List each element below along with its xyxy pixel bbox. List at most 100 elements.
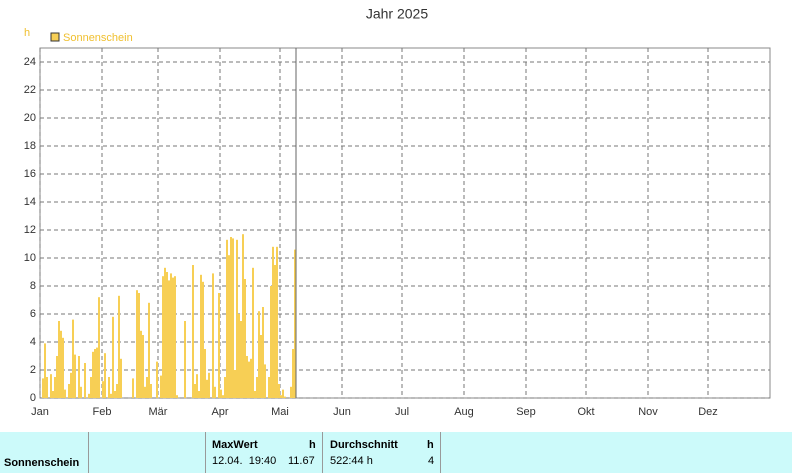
summary-table: Sonnenschein MaxWert h 12.04. 19:40 11.6…: [0, 432, 792, 473]
x-tick-label: Jun: [333, 406, 351, 418]
cell: 522:44 h: [330, 455, 373, 467]
bar: [60, 330, 62, 398]
bar: [278, 384, 280, 398]
x-tick-label: Okt: [577, 406, 594, 418]
bar: [282, 389, 284, 398]
bar: [292, 349, 294, 398]
y-tick-label: 6: [30, 308, 36, 320]
legend-label: Sonnenschein: [63, 32, 133, 44]
y-tick-label: 0: [30, 392, 36, 404]
bar: [138, 293, 140, 398]
header: Durchschnitt: [330, 439, 398, 451]
legend-swatch: [50, 32, 60, 42]
bar: [118, 295, 120, 398]
separator: [88, 432, 89, 473]
y-axis-label: h: [24, 27, 30, 39]
row-label: Sonnenschein: [4, 457, 80, 469]
bar: [132, 378, 134, 398]
bar: [260, 335, 262, 398]
bar: [144, 386, 146, 398]
bar: [228, 255, 230, 398]
bar: [214, 386, 216, 398]
separator: [440, 432, 441, 473]
bar: [220, 389, 222, 398]
separator: [205, 432, 206, 473]
bar: [156, 361, 158, 398]
bar: [262, 307, 264, 398]
bar: [162, 276, 164, 398]
bar: [72, 319, 74, 398]
bar: [146, 377, 148, 398]
x-tick-label: Jul: [395, 406, 409, 418]
cell: 11.67: [288, 455, 315, 467]
y-tick-label: 24: [24, 56, 36, 68]
bar: [44, 343, 46, 398]
x-tick-label: Dez: [698, 406, 718, 418]
bar: [52, 391, 54, 398]
bar: [224, 377, 226, 398]
unit: h: [427, 439, 434, 451]
bar: [248, 361, 250, 398]
y-tick-label: 20: [24, 112, 36, 124]
y-tick-label: 12: [24, 224, 36, 236]
bar: [256, 377, 258, 398]
chart-title: Jahr 2025: [366, 6, 428, 22]
bar: [240, 321, 242, 398]
bar: [142, 335, 144, 398]
bar: [80, 386, 82, 398]
bar: [258, 311, 260, 398]
y-tick-label: 10: [24, 252, 36, 264]
bar: [254, 391, 256, 398]
y-tick-label: 2: [30, 364, 36, 376]
bar: [148, 302, 150, 398]
bar: [234, 370, 236, 398]
bar: [54, 377, 56, 398]
bar: [272, 246, 274, 398]
bar: [78, 356, 80, 398]
bar: [140, 330, 142, 398]
bar: [84, 363, 86, 398]
bar: [200, 274, 202, 398]
bar: [194, 384, 196, 398]
bar: [232, 238, 234, 398]
bar: [238, 314, 240, 398]
bar: [136, 290, 138, 398]
bar: [218, 293, 220, 398]
y-tick-label: 18: [24, 140, 36, 152]
bar: [202, 281, 204, 398]
bar: [170, 273, 172, 398]
bar: [42, 378, 44, 398]
bar: [274, 265, 276, 398]
bar: [196, 374, 198, 398]
bar: [226, 239, 228, 398]
bar: [70, 372, 72, 398]
x-tick-label: Sep: [516, 406, 536, 418]
header: MaxWert: [212, 439, 258, 451]
bar: [242, 234, 244, 398]
cell: 12.04. 19:40: [212, 455, 277, 467]
x-tick-label: Mär: [149, 406, 168, 418]
bar: [166, 272, 168, 398]
cell: 4: [428, 455, 435, 467]
bar: [58, 321, 60, 398]
bar: [204, 349, 206, 398]
bar: [236, 239, 238, 398]
y-tick-label: 16: [24, 168, 36, 180]
bar: [46, 377, 48, 398]
y-tick-label: 8: [30, 280, 36, 292]
bar: [230, 237, 232, 398]
bar: [192, 265, 194, 398]
y-tick-label: 22: [24, 84, 36, 96]
bar: [102, 381, 104, 398]
bar: [56, 356, 58, 398]
separator: [322, 432, 323, 473]
bar: [250, 358, 252, 398]
bar: [62, 337, 64, 398]
bar: [108, 377, 110, 398]
bar: [290, 386, 292, 398]
bar: [176, 395, 178, 398]
bar: [68, 384, 70, 398]
bar: [212, 273, 214, 398]
bar: [94, 349, 96, 398]
